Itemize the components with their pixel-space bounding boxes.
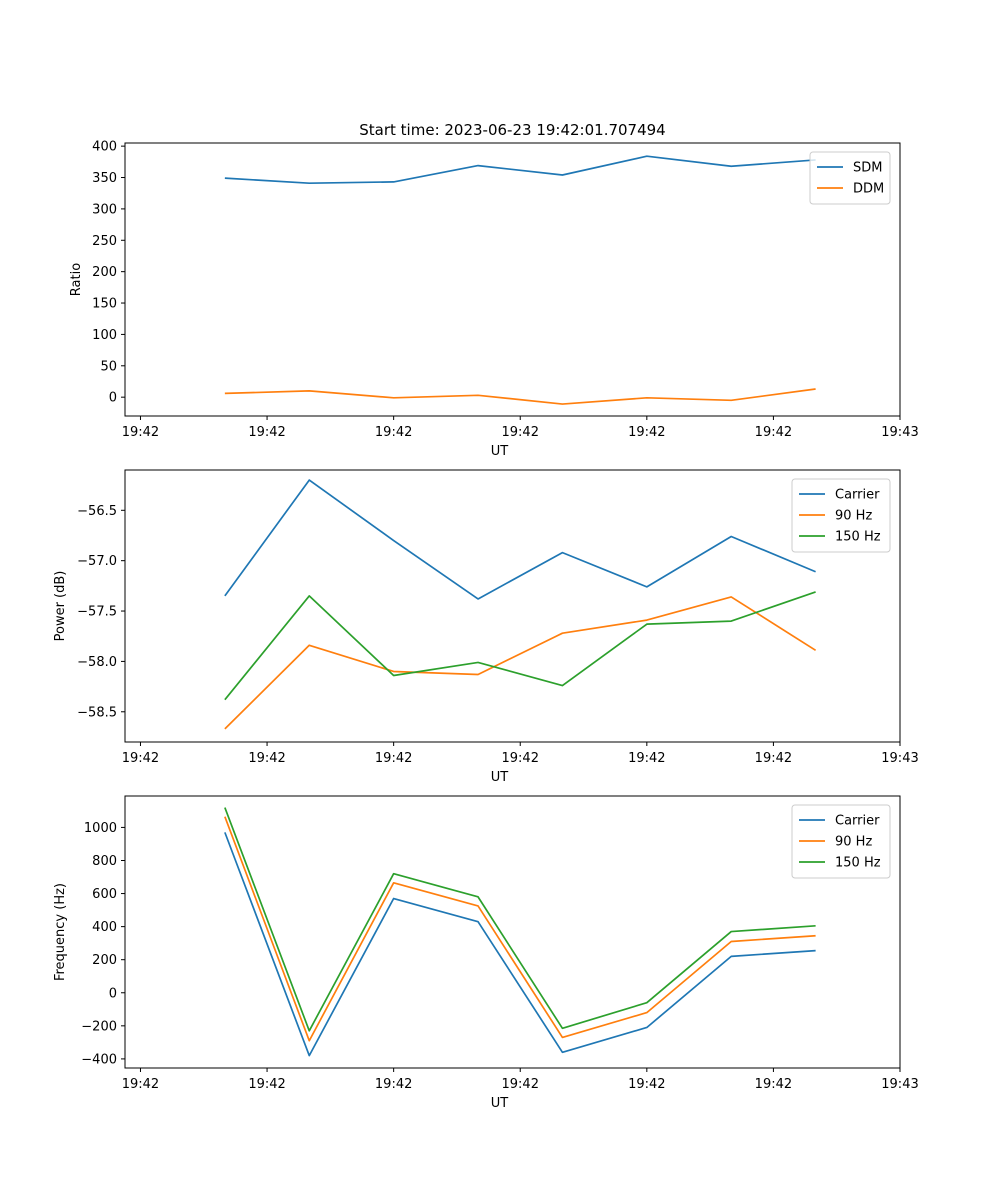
- legend-entry: 150 Hz: [835, 530, 881, 545]
- legend-entry: Carrier: [835, 814, 880, 829]
- y-tick-label: 400: [92, 140, 117, 155]
- x-tick-label: 19:42: [502, 1077, 539, 1092]
- legend-entry: SDM: [853, 161, 882, 176]
- y-tick-label: −400: [81, 1052, 117, 1067]
- y-tick-label: 200: [92, 265, 117, 280]
- legend: SDM DDM: [809, 151, 891, 205]
- series-line-150-hz: [224, 591, 816, 701]
- legend: Carrier 90 Hz 150 Hz: [791, 478, 891, 553]
- series-line-90-hz: [224, 816, 816, 1042]
- x-tick-label: 19:42: [375, 425, 412, 440]
- x-tick-label: 19:42: [502, 751, 539, 766]
- x-tick-label: 19:42: [122, 425, 159, 440]
- x-tick-label: 19:42: [122, 751, 159, 766]
- x-tick-label: 19:43: [881, 1077, 918, 1092]
- frequency-chart: 19:42 19:42 19:42 19:42 19:42 19:42 19:43 −400 −…: [53, 795, 919, 1111]
- x-tick-label: 19:42: [628, 425, 665, 440]
- y-tick-label: 150: [92, 297, 117, 312]
- x-tick-label: 19:42: [755, 1077, 792, 1092]
- x-tick-label: 19:42: [375, 1077, 412, 1092]
- x-axis-label: UT: [491, 770, 509, 785]
- y-tick-label: 0: [109, 986, 117, 1001]
- y-tick-label: 400: [92, 920, 117, 935]
- y-tick-label: −57.0: [77, 554, 117, 569]
- series-line-carrier: [224, 832, 816, 1057]
- y-tick-label: 1000: [84, 821, 117, 836]
- x-tick-label: 19:42: [755, 425, 792, 440]
- series-line-150-hz: [224, 807, 816, 1032]
- x-tick-label: 19:42: [502, 425, 539, 440]
- x-tick-label: 19:42: [628, 1077, 665, 1092]
- y-tick-label: −200: [81, 1019, 117, 1034]
- legend-entry: DDM: [853, 182, 884, 197]
- x-tick-label: 19:43: [881, 425, 918, 440]
- legend-entry: 90 Hz: [835, 509, 872, 524]
- y-tick-label: −58.0: [77, 655, 117, 670]
- x-tick-label: 19:42: [375, 751, 412, 766]
- axes-frame: [124, 795, 901, 1069]
- x-tick-label: 19:42: [248, 1077, 285, 1092]
- legend-box: [791, 478, 891, 553]
- y-tick-label: 250: [92, 234, 117, 249]
- series-line-90-hz: [224, 596, 817, 730]
- chart-title: Start time: 2023-06-23 19:42:01.707494: [359, 121, 665, 139]
- y-axis-label: Frequency (Hz): [53, 883, 68, 981]
- y-tick-label: 350: [92, 171, 117, 186]
- legend-entry: 150 Hz: [835, 856, 881, 871]
- y-tick-label: 800: [92, 854, 117, 869]
- series-line-sdm: [224, 155, 816, 185]
- y-tick-label: −58.5: [77, 705, 117, 720]
- y-tick-label: 600: [92, 887, 117, 902]
- y-tick-label: 0: [109, 391, 117, 406]
- x-axis-label: UT: [491, 1096, 509, 1111]
- axes-frame: [124, 142, 901, 417]
- y-axis-label: Ratio: [69, 263, 84, 296]
- series-line-carrier: [224, 479, 816, 600]
- y-tick-label: −56.5: [77, 504, 117, 519]
- x-tick-label: 19:43: [881, 751, 918, 766]
- x-tick-label: 19:42: [248, 751, 285, 766]
- x-axis-label: UT: [491, 444, 509, 459]
- y-tick-label: 50: [100, 359, 117, 374]
- x-tick-label: 19:42: [248, 425, 285, 440]
- legend-box: [791, 804, 891, 879]
- axes-frame: [124, 469, 901, 743]
- x-tick-label: 19:42: [628, 751, 665, 766]
- power-chart: 19:42 19:42 19:42 19:42 19:42 19:42 19:43 −58.5…: [53, 469, 919, 785]
- ratio-chart: Start time: 2023-06-23 19:42:01.707494 19…: [69, 121, 919, 459]
- y-axis-label: Power (dB): [53, 571, 68, 642]
- x-tick-label: 19:42: [755, 751, 792, 766]
- series-line-ddm: [224, 388, 816, 405]
- y-tick-label: 200: [92, 953, 117, 968]
- legend-entry: Carrier: [835, 488, 880, 503]
- legend: Carrier 90 Hz 150 Hz: [791, 804, 891, 879]
- x-tick-label: 19:42: [122, 1077, 159, 1092]
- y-tick-label: 300: [92, 202, 117, 217]
- y-tick-label: −57.5: [77, 605, 117, 620]
- y-tick-label: 100: [92, 328, 117, 343]
- legend-entry: 90 Hz: [835, 835, 872, 850]
- legend-box: [809, 151, 891, 205]
